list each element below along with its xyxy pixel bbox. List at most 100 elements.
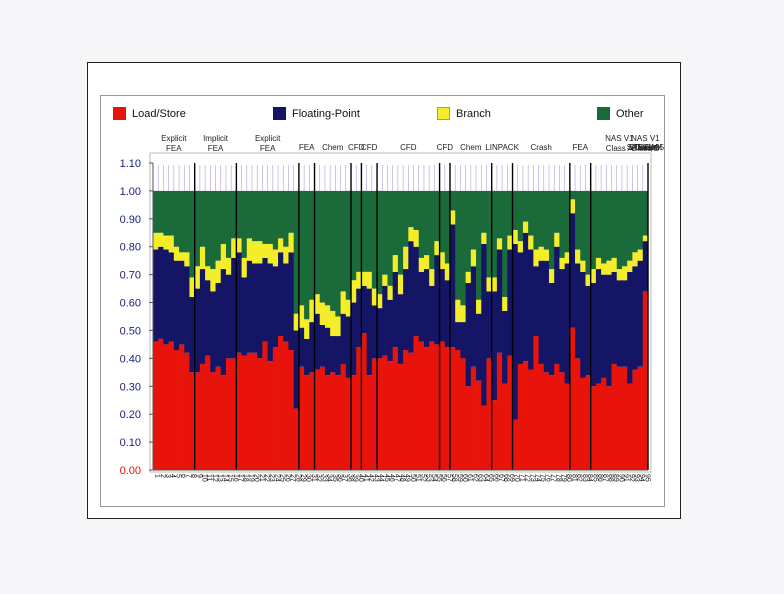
y-tick-label: 0.70 bbox=[120, 270, 141, 282]
bar-load-store bbox=[418, 341, 425, 470]
bar-branch bbox=[434, 241, 440, 256]
bar-floating-point bbox=[429, 285, 435, 342]
x-tick-label: 8 bbox=[190, 474, 197, 478]
group-label: SPECfp95 bbox=[627, 143, 665, 152]
bar-branch bbox=[533, 249, 539, 267]
bar-load-store bbox=[632, 369, 638, 470]
bar-branch bbox=[241, 257, 248, 278]
bar-floating-point bbox=[392, 271, 399, 348]
bar-branch bbox=[356, 271, 362, 289]
bar-floating-point bbox=[637, 260, 644, 367]
bar-other bbox=[309, 190, 315, 300]
bar-branch bbox=[298, 305, 305, 328]
bar-other bbox=[356, 190, 362, 272]
x-tick-label: 46 bbox=[388, 474, 395, 482]
bar-other bbox=[554, 190, 560, 233]
bar-load-store bbox=[319, 366, 326, 470]
bar-other bbox=[382, 190, 388, 275]
bar-branch bbox=[163, 235, 170, 250]
bar-floating-point bbox=[606, 274, 612, 387]
bar-other bbox=[199, 190, 206, 247]
bar-other bbox=[330, 190, 336, 311]
x-tick-label: 16 bbox=[232, 474, 239, 482]
x-tick-label: 37 bbox=[341, 474, 348, 482]
bar-other bbox=[517, 190, 524, 242]
bar-floating-point bbox=[272, 266, 279, 348]
bar-load-store bbox=[460, 358, 467, 470]
bar-other bbox=[512, 190, 519, 230]
bar-load-store bbox=[283, 341, 289, 470]
bar-branch bbox=[366, 271, 373, 289]
bar-other bbox=[252, 190, 258, 242]
x-tick-label: 82 bbox=[576, 474, 583, 482]
bar-branch bbox=[470, 249, 477, 267]
x-tick-label: 15 bbox=[227, 474, 234, 482]
legend-item-floating-point: Floating-Point bbox=[273, 107, 360, 120]
bar-other bbox=[403, 190, 409, 247]
x-tick-label: 6 bbox=[180, 474, 187, 478]
bar-load-store bbox=[413, 336, 420, 470]
bar-other bbox=[210, 190, 216, 270]
x-tick-label: 67 bbox=[498, 474, 505, 482]
bar-load-store bbox=[205, 355, 211, 470]
legend-swatch-floating-point bbox=[273, 107, 286, 120]
bar-other bbox=[632, 190, 638, 253]
bar-branch bbox=[559, 257, 566, 270]
x-tick-label: 35 bbox=[331, 474, 338, 482]
x-tick-label: 54 bbox=[430, 474, 437, 482]
x-tick-label: 63 bbox=[477, 474, 484, 482]
bar-floating-point bbox=[371, 305, 378, 359]
bar-other bbox=[335, 190, 341, 317]
bar-branch bbox=[621, 266, 628, 281]
bar-other bbox=[496, 190, 503, 239]
bar-branch bbox=[257, 241, 263, 264]
x-tick-label: 50 bbox=[409, 474, 416, 482]
bar-branch bbox=[476, 299, 482, 314]
bar-floating-point bbox=[220, 269, 227, 376]
bar-branch bbox=[543, 249, 550, 261]
x-tick-label: 45 bbox=[383, 474, 390, 482]
bar-floating-point bbox=[194, 288, 201, 373]
bar-floating-point bbox=[627, 271, 633, 384]
bar-floating-point bbox=[533, 266, 539, 337]
bar-branch bbox=[606, 260, 612, 275]
x-tick-label: 7 bbox=[185, 474, 192, 478]
bar-other bbox=[304, 190, 310, 320]
bar-load-store bbox=[330, 372, 336, 470]
bar-floating-point bbox=[439, 269, 446, 342]
bar-load-store bbox=[231, 358, 237, 470]
bar-load-store bbox=[298, 366, 305, 470]
bar-other bbox=[163, 190, 170, 236]
bar-floating-point bbox=[444, 280, 451, 348]
bar-floating-point bbox=[293, 330, 300, 409]
x-tick-label: 95 bbox=[643, 474, 650, 482]
bar-branch bbox=[272, 249, 279, 267]
bar-load-store bbox=[225, 358, 232, 470]
bar-branch bbox=[267, 243, 274, 264]
bar-other bbox=[423, 190, 430, 256]
bar-floating-point bbox=[580, 271, 586, 378]
bar-branch bbox=[502, 296, 508, 311]
bar-branch bbox=[220, 243, 227, 270]
bar-other bbox=[361, 190, 368, 272]
y-tick-label: 0.90 bbox=[120, 214, 141, 226]
legend-label-floating-point: Floating-Point bbox=[292, 107, 360, 120]
bar-other bbox=[340, 190, 347, 292]
bar-floating-point bbox=[611, 271, 618, 364]
bar-floating-point bbox=[309, 322, 315, 373]
bar-other bbox=[580, 190, 586, 261]
x-tick-label: 39 bbox=[352, 474, 359, 482]
bar-branch bbox=[580, 260, 586, 272]
bar-load-store bbox=[559, 372, 566, 470]
bar-branch bbox=[335, 316, 341, 337]
bar-load-store bbox=[314, 369, 321, 470]
bar-load-store bbox=[580, 377, 586, 470]
bar-other bbox=[434, 190, 440, 242]
bar-load-store bbox=[168, 341, 175, 470]
x-tick-label: 87 bbox=[602, 474, 609, 482]
bar-branch bbox=[517, 241, 524, 253]
x-tick-label: 5 bbox=[174, 474, 181, 478]
bar-floating-point bbox=[246, 260, 253, 353]
group-label: FEA bbox=[299, 143, 315, 152]
bar-floating-point bbox=[590, 283, 597, 387]
